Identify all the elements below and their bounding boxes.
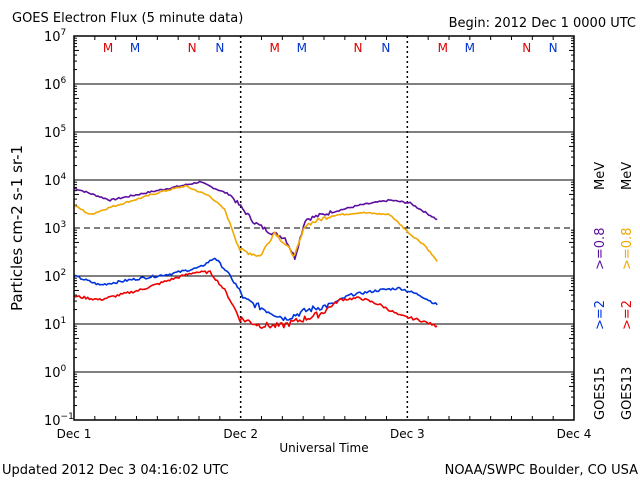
x-axis-label: Universal Time [279, 441, 368, 455]
legend-goes15-08: >=0.8 [593, 228, 608, 270]
y-tick-label: 10−1 [44, 412, 74, 429]
orbit-marker-m: M [438, 41, 448, 55]
legend-goes13-08: >=0.8 [620, 228, 635, 270]
chart-title: GOES Electron Flux (5 minute data) [12, 11, 243, 26]
begin-time: Begin: 2012 Dec 1 0000 UTC [449, 16, 636, 31]
x-tick-label: Dec 2 [223, 427, 258, 441]
x-tick-label: Dec 1 [57, 427, 92, 441]
updated-time: Updated 2012 Dec 3 04:16:02 UTC [2, 463, 229, 478]
y-tick-label: 106 [44, 76, 67, 93]
legend-goes13: GOES13 [620, 367, 635, 420]
axis-ticks [74, 36, 574, 420]
orbit-marker-n: N [188, 41, 197, 55]
x-tick-label: Dec 3 [390, 427, 425, 441]
y-tick-label: 102 [44, 268, 66, 285]
legend-goes13-2: >=2 [620, 300, 635, 330]
x-tick-labels: Dec 1 Dec 2 Dec 3 Dec 4 [57, 427, 592, 441]
series-lines [73, 180, 438, 330]
legend-unit-13: MeV [620, 162, 635, 190]
y-tick-label: 101 [44, 316, 66, 333]
orbit-marker-n: N [522, 41, 531, 55]
orbit-marker-n: N [354, 41, 363, 55]
orbit-marker-n: N [381, 41, 390, 55]
orbit-marker-n: N [215, 41, 224, 55]
credit: NOAA/SWPC Boulder, CO USA [445, 463, 638, 478]
orbit-marker-m: M [297, 41, 307, 55]
legend: GOES15 >=2 >=0.8 MeV GOES13 >=2 >=0.8 Me… [593, 162, 635, 420]
plot-frame [73, 35, 575, 421]
y-tick-label: 100 [44, 364, 67, 381]
y-tick-label: 103 [44, 220, 66, 237]
series-line-goes13-2-mev [73, 270, 438, 330]
orbit-marker-m: M [130, 41, 140, 55]
y-tick-label: 107 [44, 28, 66, 45]
legend-goes15-2: >=2 [593, 300, 608, 330]
orbit-marker-n: N [549, 41, 558, 55]
orbit-marker-m: M [465, 41, 475, 55]
y-tick-label: 105 [44, 124, 66, 141]
grid [74, 36, 574, 420]
legend-unit-15: MeV [593, 162, 608, 190]
y-axis-label: Particles cm-2 s-1 sr-1 [8, 145, 26, 311]
legend-goes15: GOES15 [593, 367, 608, 420]
series-line-goes13-0-8-mev [73, 184, 438, 263]
y-tick-label: 104 [44, 172, 67, 189]
orbit-marker-m: M [270, 41, 280, 55]
series-line-goes15-0-8-mev [73, 180, 438, 261]
orbit-marker-m: M [103, 41, 113, 55]
series-line-goes15-2-mev [73, 257, 438, 322]
y-tick-labels: 107 106 105 104 103 102 101 100 10−1 [44, 28, 74, 429]
x-tick-label: Dec 4 [557, 427, 592, 441]
